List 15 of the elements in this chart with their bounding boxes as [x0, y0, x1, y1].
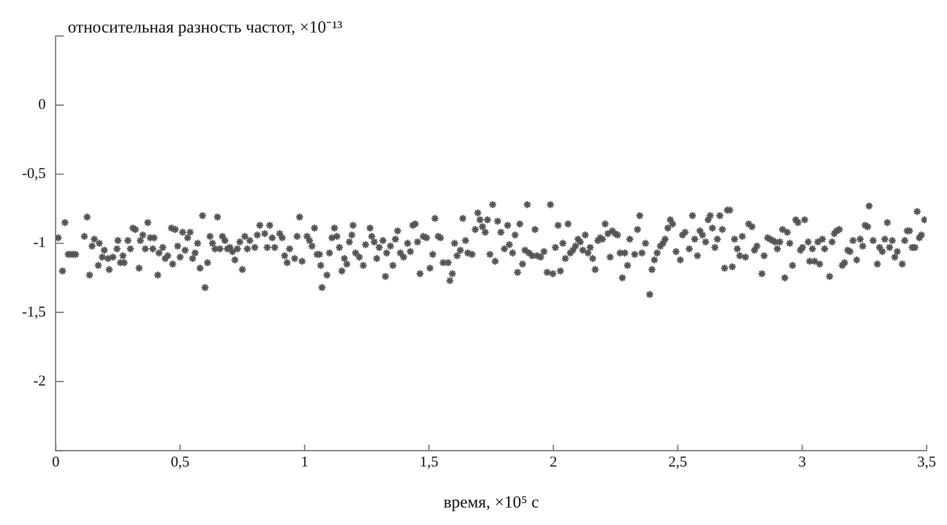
x-tick-label: 2,5	[668, 454, 688, 471]
y-tick-label: -2	[33, 373, 46, 390]
x-tick-label: 1,5	[420, 454, 438, 471]
x-tick-label: 0,5	[170, 454, 190, 471]
x-tick-label: 3,5	[917, 454, 936, 471]
y-tick-label: -1	[33, 235, 46, 252]
y-tick-label: -1,5	[22, 304, 46, 320]
x-tick-label: 3	[798, 454, 806, 471]
x-tick-label: 2	[550, 454, 558, 471]
y-tick-label: -0,5	[22, 166, 46, 182]
x-axis-title: время, ×10⁵ с	[443, 492, 540, 512]
x-tick-label: 0	[52, 454, 60, 471]
y-axis-title: относительная разность частот, ×10⁻¹³	[68, 17, 342, 36]
x-tick-label: 1	[300, 454, 308, 471]
y-tick-label: 0	[38, 97, 46, 114]
